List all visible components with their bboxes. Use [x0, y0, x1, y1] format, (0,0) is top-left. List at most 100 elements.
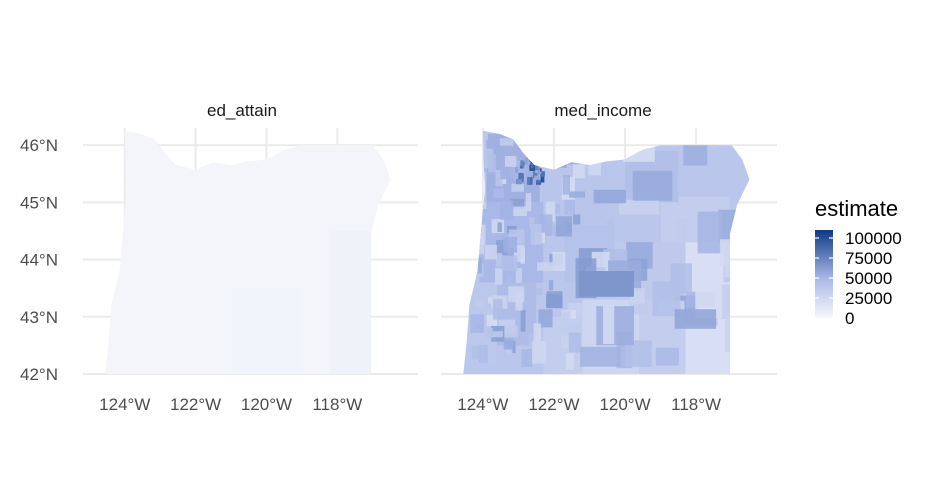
- tract-170: [540, 171, 545, 177]
- tract-177: [535, 155, 540, 161]
- tract-0: [528, 332, 536, 347]
- tract-180: [535, 154, 538, 162]
- tract-135: [548, 280, 554, 291]
- tract-138: [567, 209, 573, 216]
- tract-8: [511, 183, 524, 192]
- x-tick-label-0: 124°W: [457, 395, 508, 414]
- tract-97: [536, 130, 554, 140]
- tract-192: [515, 179, 522, 185]
- tract-128: [565, 130, 570, 142]
- legend-colorbar: [815, 230, 833, 318]
- tract-119: [499, 138, 514, 146]
- tract-125: [593, 189, 626, 204]
- tract-61: [506, 346, 513, 355]
- tract-14: [510, 198, 525, 210]
- tract-118: [603, 305, 615, 345]
- tract-31: [697, 211, 723, 254]
- tract-51: [572, 163, 585, 179]
- tract-134: [493, 298, 503, 320]
- tract-99: [596, 306, 634, 346]
- panel-med-income: [441, 128, 777, 375]
- tract-133: [566, 152, 582, 165]
- tract-65: [560, 335, 572, 349]
- tract-111: [504, 156, 517, 167]
- tract-110: [567, 323, 582, 330]
- facet-label-med-income: med_income: [554, 101, 651, 120]
- tract-64: [495, 169, 503, 187]
- x-tick-label-1: 122°W: [170, 395, 221, 414]
- tract-132: [652, 130, 692, 145]
- tract-98: [618, 199, 659, 215]
- tract-100: [525, 193, 532, 212]
- tract-54: [520, 247, 525, 264]
- tract-4: [516, 131, 523, 145]
- y-tick-label-0: 46°N: [20, 136, 58, 155]
- tract-173: [520, 160, 525, 166]
- tract-89: [486, 327, 493, 339]
- tract-41: [493, 188, 504, 199]
- tract-6: [503, 325, 518, 338]
- tract-58: [508, 286, 525, 303]
- tract-187: [536, 179, 540, 183]
- tract-153: [532, 171, 539, 179]
- tract-165: [528, 157, 532, 161]
- tract-144: [580, 346, 621, 367]
- tract-94: [538, 309, 553, 328]
- tract-188: [538, 167, 540, 175]
- tract-69: [552, 252, 566, 271]
- tract-117: [569, 191, 586, 198]
- county-block-0: [330, 230, 371, 374]
- tract-33: [486, 314, 498, 326]
- tract-95: [538, 214, 553, 236]
- panel-ed-attain: [83, 128, 418, 375]
- tract-191: [537, 171, 542, 175]
- tract-131: [533, 323, 542, 341]
- tract-179: [529, 157, 533, 163]
- tract-178: [536, 180, 542, 185]
- y-tick-label-2: 44°N: [20, 251, 58, 270]
- tract-154: [540, 175, 545, 183]
- tract-114: [488, 154, 497, 173]
- tract-160: [539, 160, 544, 166]
- legend-label-0: 100000: [845, 229, 902, 248]
- x-axis-ticks-ed-attain: 124°W 122°W 120°W 118°W: [99, 395, 362, 414]
- county-shading-ed-attain: [231, 230, 371, 374]
- tract-162: [527, 177, 531, 185]
- tract-171: [535, 170, 540, 173]
- tract-20: [474, 300, 485, 307]
- tract-141: [470, 143, 476, 162]
- tract-2: [476, 236, 485, 255]
- legend-label-1: 75000: [845, 249, 892, 268]
- tract-127: [561, 311, 571, 321]
- tract-146: [562, 174, 571, 195]
- tract-193: [520, 174, 525, 179]
- tract-13: [675, 218, 687, 241]
- tract-176: [533, 158, 538, 162]
- tract-130: [568, 332, 581, 353]
- tract-34: [655, 347, 679, 366]
- tract-71: [683, 140, 708, 166]
- tract-159: [525, 157, 529, 165]
- tract-150: [539, 159, 542, 165]
- tract-60: [496, 239, 507, 255]
- tract-78: [528, 217, 535, 228]
- tract-124: [545, 294, 563, 309]
- tract-57: [566, 353, 575, 370]
- tract-59: [544, 362, 552, 371]
- tract-182: [536, 160, 539, 167]
- tract-44: [506, 275, 513, 297]
- tract-164: [537, 173, 540, 179]
- tract-139: [674, 309, 717, 329]
- facet-label-ed-attain: ed_attain: [207, 101, 277, 120]
- tract-190: [523, 157, 526, 162]
- y-tick-label-1: 45°N: [20, 193, 58, 212]
- tract-101: [555, 203, 561, 214]
- tract-194: [531, 163, 534, 169]
- tract-62: [503, 338, 514, 350]
- x-tick-label-2: 120°W: [599, 395, 650, 414]
- tract-87: [532, 340, 547, 364]
- tract-79: [521, 349, 533, 367]
